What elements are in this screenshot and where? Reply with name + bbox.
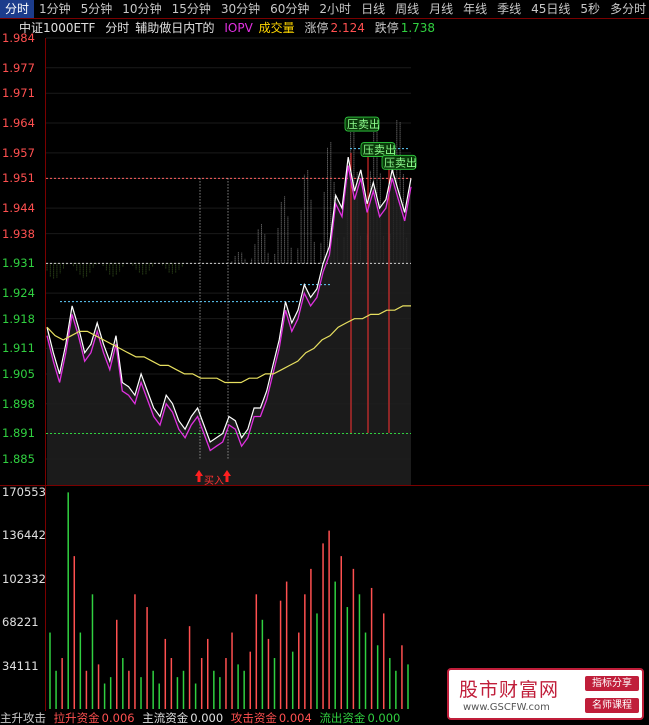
- tab-4[interactable]: 15分钟: [171, 2, 211, 16]
- price-tick-label: 1.885: [2, 452, 35, 466]
- price-tick-label: 1.918: [2, 311, 35, 326]
- volume-tick-label: 34111: [2, 658, 39, 673]
- buy-arrow-icon: [223, 470, 231, 482]
- tab-1[interactable]: 1分钟: [39, 2, 71, 16]
- limit-down-label: 跌停: [374, 21, 399, 35]
- iopv-label: IOPV: [224, 21, 253, 35]
- tab-8[interactable]: 日线: [361, 2, 386, 16]
- watermark-logo: 股市财富网 www.GSCFW.com 指标分享 名师课程: [447, 668, 644, 720]
- outflow-fund-label: 流出资金: [319, 711, 366, 725]
- price-tick-label: 1.977: [2, 60, 35, 75]
- sell-signal-box: [360, 142, 396, 157]
- limit-up-value: 2.124: [330, 21, 365, 35]
- watermark-badge-course: 名师课程: [585, 698, 639, 713]
- lift-fund-value: 0.006: [101, 711, 135, 725]
- price-tick-label: 1.957: [2, 145, 35, 160]
- indicator-name: 辅助做日内T的: [135, 21, 215, 35]
- outflow-fund-value: 0.000: [367, 711, 401, 725]
- buy-signal-label: 买入: [204, 475, 224, 487]
- tab-3[interactable]: 10分钟: [122, 2, 162, 16]
- price-tick-label: 1.938: [2, 226, 35, 241]
- sell-signal-box: [381, 154, 417, 170]
- attack-fund-value: 0.004: [278, 711, 312, 725]
- sell-signal-label: 压卖出: [363, 143, 396, 157]
- tab-15[interactable]: 多分时: [610, 2, 647, 16]
- sell-signal-label: 压卖出: [384, 155, 417, 169]
- tab-9[interactable]: 周线: [395, 2, 420, 16]
- average-series-line: [46, 305, 411, 384]
- volume-tick-label: 68221: [2, 615, 39, 630]
- tab-12[interactable]: 季线: [497, 2, 522, 16]
- buy-arrow-icon: [195, 470, 203, 482]
- info-bar: 中证1000ETF 分时 辅助做日内T的 IOPV 成交量 涨停 2.124 跌停 1…: [0, 18, 649, 38]
- sell-signal-box: [344, 116, 380, 132]
- price-tick-label: 1.931: [2, 256, 35, 271]
- tab-0[interactable]: 分时: [0, 0, 35, 18]
- price-tick-label: 1.891: [2, 426, 35, 441]
- symbol-name: 中证1000ETF: [19, 21, 96, 35]
- watermark-badge-share: 指标分享: [585, 676, 639, 691]
- watermark-title: 股市财富网: [459, 679, 560, 701]
- price-tick-label: 1.924: [2, 286, 35, 301]
- volume-tick-label: 170553: [2, 484, 46, 499]
- price-tick-label: 1.984: [2, 31, 35, 45]
- price-tick-label: 1.951: [2, 171, 35, 186]
- attack-fund-label: 攻击资金: [230, 711, 277, 725]
- price-tick-label: 1.911: [2, 341, 35, 356]
- mode-label: 分时: [105, 21, 130, 35]
- fund-flow-bar: 主升攻击 拉升资金 0.006 主流资金 0.000 攻击资金 0.004 流出资金 0…: [0, 711, 649, 725]
- tab-13[interactable]: 45日线: [531, 2, 571, 16]
- volume-label: 成交量: [258, 21, 295, 35]
- price-series-line: [46, 156, 412, 443]
- limit-down-value: 1.738: [400, 21, 436, 35]
- main-attack-label: 主升攻击: [0, 711, 46, 725]
- limit-up-label: 涨停: [304, 21, 329, 35]
- price-tick-label: 1.898: [2, 396, 35, 411]
- price-tick-label: 1.944: [2, 201, 35, 216]
- tab-7[interactable]: 2小时: [319, 2, 352, 16]
- tab-2[interactable]: 5分钟: [80, 2, 113, 16]
- sell-signal-label: 压卖出: [347, 117, 380, 131]
- tab-5[interactable]: 30分钟: [220, 2, 261, 16]
- price-tick-label: 1.964: [2, 116, 35, 131]
- tab-14[interactable]: 5秒: [580, 2, 601, 16]
- tab-11[interactable]: 年线: [463, 2, 488, 16]
- period-tab-bar: 分时 1分钟 5分钟 10分钟 15分钟 30分钟 60分钟 2小时 日线 周线 月线 年线 季线 45日…: [0, 0, 649, 19]
- tab-10[interactable]: 月线: [429, 2, 454, 16]
- iopv-series-line: [46, 165, 412, 452]
- watermark-url: www.GSCFW.com: [463, 702, 550, 713]
- tab-6[interactable]: 60分钟: [270, 2, 310, 16]
- main-fund-label: 主流资金: [142, 711, 189, 725]
- price-tick-label: 1.971: [2, 86, 35, 101]
- volume-tick-label: 136442: [2, 528, 46, 543]
- main-fund-value: 0.000: [190, 711, 224, 725]
- price-tick-label: 1.905: [2, 366, 35, 381]
- volume-tick-label: 102332: [2, 571, 46, 586]
- lift-fund-label: 拉升资金: [53, 711, 100, 725]
